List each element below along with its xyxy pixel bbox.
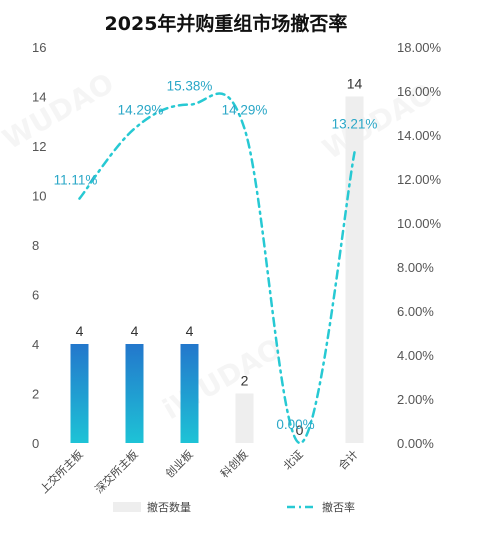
legend: 撤否数量 撤否率 <box>113 500 355 514</box>
rate-label: 15.38% <box>167 79 213 94</box>
x-tick-label: 合计 <box>335 447 360 472</box>
bar-value-label: 4 <box>76 323 84 339</box>
right-tick-label: 8.00% <box>397 260 434 275</box>
right-tick-label: 0.00% <box>397 436 434 451</box>
right-tick-label: 6.00% <box>397 304 434 319</box>
rate-label: 13.21% <box>332 116 378 131</box>
right-tick-label: 14.00% <box>397 128 442 143</box>
rate-line <box>78 92 356 445</box>
line-series <box>78 92 356 445</box>
right-tick-label: 10.00% <box>397 216 442 231</box>
left-tick-label: 8 <box>32 238 39 253</box>
left-tick-label: 14 <box>32 90 46 105</box>
bar-0 <box>70 344 89 443</box>
line-labels: 11.11%14.29%15.38%14.29%0.00%13.21% <box>54 79 378 432</box>
right-tick-label: 2.00% <box>397 392 434 407</box>
left-tick-label: 12 <box>32 139 46 154</box>
right-tick-label: 4.00% <box>397 348 434 363</box>
rate-label: 14.29% <box>118 103 164 118</box>
left-tick-label: 4 <box>32 337 39 352</box>
left-tick-label: 10 <box>32 189 46 204</box>
x-tick-label: 深交所主板 <box>92 447 141 496</box>
x-tick-label: 北证 <box>281 448 306 473</box>
chart-title: 2025年并购重组市场撤否率 <box>105 12 348 35</box>
legend-swatch-bar <box>113 502 141 512</box>
bar-value-label: 14 <box>347 76 363 92</box>
bar-3 <box>235 393 254 443</box>
rate-label: 11.11% <box>54 173 98 188</box>
bar-1 <box>125 344 144 443</box>
right-tick-label: 16.00% <box>397 84 442 99</box>
legend-label-bar: 撤否数量 <box>147 500 191 514</box>
bar-series <box>70 96 364 443</box>
bar-value-label: 4 <box>186 323 194 339</box>
legend-label-line: 撤否率 <box>322 500 355 514</box>
bar-2 <box>180 344 199 443</box>
left-axis: 0 2 4 6 8 10 12 14 16 <box>32 40 46 451</box>
rate-label: 0.00% <box>276 417 314 432</box>
left-tick-label: 0 <box>32 436 39 451</box>
right-axis: 0.00% 2.00% 4.00% 6.00% 8.00% 10.00% 12.00% 14.… <box>397 40 442 451</box>
x-tick-label: 创业板 <box>162 447 195 480</box>
x-axis: 上交所主板 深交所主板 创业板 科创板 北证 合计 <box>37 447 361 496</box>
left-tick-label: 16 <box>32 40 46 55</box>
rate-label: 14.29% <box>222 103 268 118</box>
right-tick-label: 12.00% <box>397 172 442 187</box>
bar-value-label: 2 <box>241 373 249 389</box>
x-tick-label: 科创板 <box>217 447 250 480</box>
bar-value-label: 4 <box>131 323 139 339</box>
left-tick-label: 6 <box>32 288 39 303</box>
svg-text:iWUDAO: iWUDAO <box>157 332 288 427</box>
right-tick-label: 18.00% <box>397 40 442 55</box>
bar-labels: 4 4 4 2 0 14 <box>76 76 363 439</box>
bar-5 <box>345 96 364 443</box>
bar-value-label: 0 <box>296 422 304 438</box>
left-tick-label: 2 <box>32 387 39 402</box>
x-tick-label: 上交所主板 <box>37 447 86 496</box>
svg-text:WUDAO: WUDAO <box>0 66 119 156</box>
